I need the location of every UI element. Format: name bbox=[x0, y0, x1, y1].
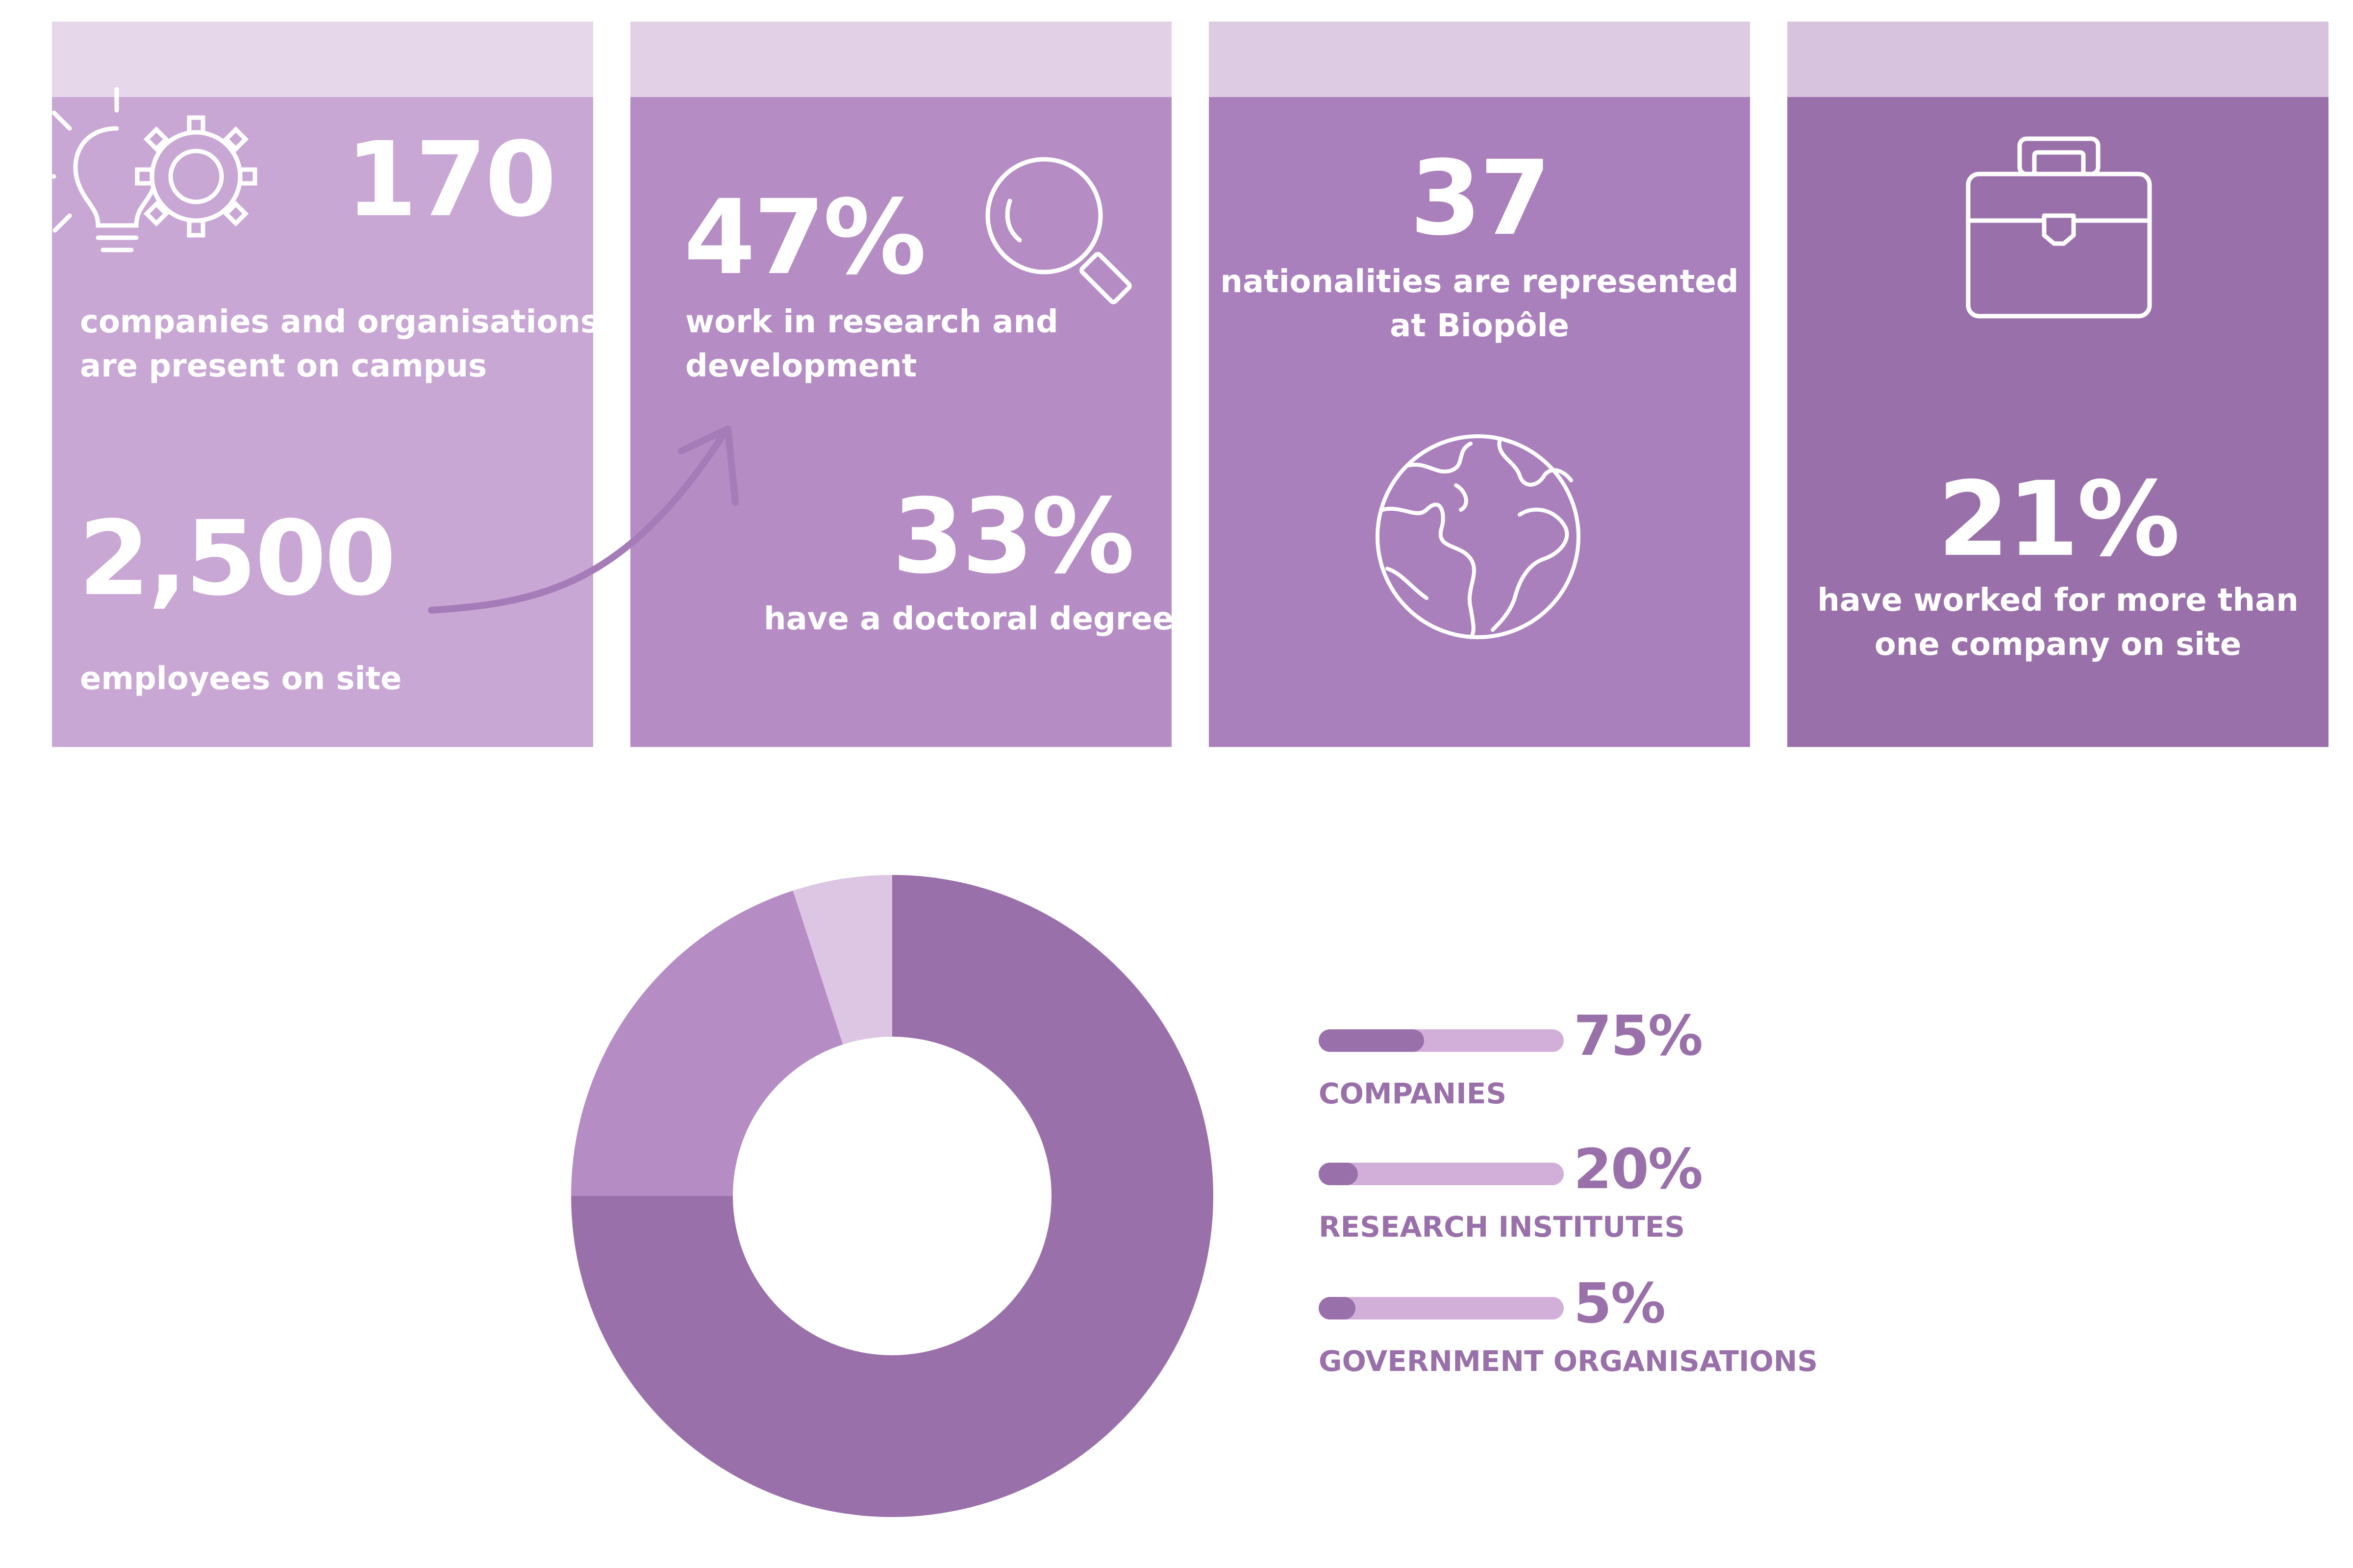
donut-slice-research-institutes bbox=[571, 891, 843, 1196]
card-header-band bbox=[1787, 22, 2328, 97]
stat-text-line: companies and organisations bbox=[80, 304, 600, 340]
stat-value-research: 47% bbox=[684, 177, 926, 298]
stat-text-line: nationalities are represented bbox=[1220, 264, 1739, 300]
donut-slice-government-organisations bbox=[793, 875, 892, 1045]
legend-percentage: 75% bbox=[1574, 1004, 1703, 1068]
stat-text-employees: employees on site bbox=[80, 657, 402, 701]
briefcase-icon bbox=[1966, 136, 2152, 319]
stat-value-companies: 170 bbox=[346, 120, 556, 240]
card-header-band bbox=[1209, 22, 1750, 97]
stat-card-multiple-companies bbox=[1787, 22, 2328, 747]
legend-progress-track bbox=[1319, 1163, 1564, 1185]
globe-icon bbox=[1376, 434, 1580, 639]
stat-text-line: have a doctoral degree bbox=[764, 601, 1174, 637]
legend-progress-track bbox=[1319, 1297, 1564, 1319]
legend-label: COMPANIES bbox=[1319, 1077, 1507, 1110]
stat-text-doctoral: have a doctoral degree bbox=[764, 597, 1174, 641]
stat-text-line: one company on site bbox=[1874, 626, 2242, 663]
magnifier-icon bbox=[985, 157, 1132, 304]
stat-text-companies: companies and organisations are present … bbox=[80, 300, 599, 388]
legend-label: RESEARCH INSTITUTES bbox=[1319, 1210, 1685, 1244]
lightbulb-gear-icon bbox=[49, 87, 257, 252]
stat-text-line: work in research and bbox=[685, 304, 1058, 340]
stat-card-research bbox=[630, 22, 1172, 747]
stat-value-multiple-companies: 21% bbox=[1937, 459, 2180, 579]
legend-percentage: 5% bbox=[1574, 1272, 1666, 1336]
stat-value-nationalities: 37 bbox=[1409, 138, 1551, 258]
legend-progress-fill bbox=[1319, 1163, 1358, 1185]
stat-text-line: are present on campus bbox=[80, 348, 487, 384]
stat-text-line: development bbox=[685, 348, 917, 384]
stat-text-research: work in research and development bbox=[685, 300, 1058, 388]
legend-progress-fill bbox=[1319, 1029, 1424, 1052]
card-header-band bbox=[52, 22, 593, 97]
stat-value-doctoral: 33% bbox=[892, 476, 1135, 597]
stat-text-multiple-companies: have worked for more than one company on… bbox=[1787, 578, 2328, 667]
card-body bbox=[630, 97, 1172, 747]
legend-progress-fill bbox=[1319, 1297, 1355, 1319]
donut-chart bbox=[571, 875, 1213, 1517]
legend-progress-track bbox=[1319, 1029, 1564, 1052]
stat-text-line: at Biopôle bbox=[1390, 308, 1569, 344]
stat-text-nationalities: nationalities are represented at Biopôle bbox=[1209, 260, 1750, 348]
card-body bbox=[1787, 97, 2328, 747]
donut-slice-companies bbox=[571, 875, 1213, 1517]
stat-text-line: employees on site bbox=[80, 661, 402, 697]
legend-label: GOVERNMENT ORGANISATIONS bbox=[1319, 1344, 1818, 1378]
curved-arrow-icon bbox=[428, 425, 739, 614]
card-header-band bbox=[630, 22, 1172, 97]
legend-percentage: 20% bbox=[1574, 1138, 1703, 1201]
stat-text-line: have worked for more than bbox=[1817, 582, 2299, 619]
stat-value-employees: 2,500 bbox=[78, 498, 396, 619]
